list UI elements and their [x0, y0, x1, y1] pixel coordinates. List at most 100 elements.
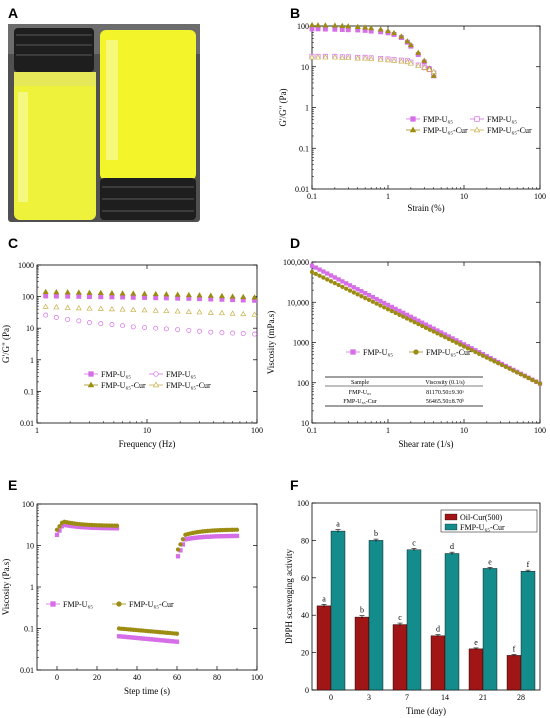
data-point: [359, 294, 364, 299]
data-point: [421, 57, 428, 63]
data-point: [351, 285, 356, 290]
data-point: [64, 304, 71, 310]
legend-marker: [473, 126, 481, 133]
x-tick-label: 0.1: [307, 192, 317, 201]
data-point: [390, 29, 398, 36]
data-point: [382, 305, 387, 310]
data-point: [377, 26, 384, 32]
data-point: [42, 303, 49, 309]
y-tick-label: 100,000: [283, 258, 309, 267]
data-point: [87, 294, 92, 300]
data-point: [313, 265, 318, 270]
y-tick-label: 40: [301, 611, 309, 620]
legend-box: [440, 509, 538, 533]
panel-f-chart: F 0 20 40 60 80 100 Time (day) DPPH scavenging a…: [284, 477, 541, 716]
data-point: [174, 631, 180, 636]
data-point: [339, 22, 346, 29]
data-point: [332, 26, 338, 32]
data-point: [163, 307, 170, 314]
bar: [430, 635, 446, 691]
data-point: [75, 289, 82, 295]
data-point: [86, 305, 93, 311]
data-point: [370, 299, 375, 304]
data-point: [344, 286, 349, 291]
data-point: [308, 54, 316, 60]
y-tick-label: 0.1: [299, 144, 309, 153]
y-axis-label: G'/G" (Pa): [1, 325, 11, 363]
data-point: [351, 290, 356, 295]
data-point: [407, 60, 414, 66]
significance-letter: c: [412, 538, 416, 547]
data-point: [488, 357, 493, 362]
data-point: [354, 55, 361, 61]
data-point: [130, 294, 136, 300]
legend-label: FMP-U₆₅: [363, 348, 393, 357]
data-point: [465, 346, 470, 351]
data-point: [534, 379, 539, 384]
data-point: [461, 344, 467, 349]
legend-marker: [410, 116, 416, 122]
data-point: [496, 361, 501, 366]
data-point: [152, 290, 159, 297]
y-tick-label: 60: [301, 574, 309, 583]
x-tick-label: 80: [213, 673, 221, 682]
data-point: [153, 295, 159, 301]
data-point: [518, 372, 524, 377]
x-tick-label: 28: [517, 693, 525, 702]
data-point: [384, 56, 392, 63]
y-axis-label: Viscosity (mPa.s): [266, 311, 276, 374]
data-point: [431, 329, 436, 334]
legend-marker: [116, 601, 122, 607]
data-point: [537, 381, 543, 386]
legend-label: Oil-Cur(500): [460, 513, 503, 522]
data-point: [397, 312, 402, 317]
table-header-viscosity: Viscosity (0.1/s): [425, 379, 464, 386]
data-point: [426, 66, 433, 72]
data-point: [53, 288, 60, 295]
data-point: [240, 293, 247, 300]
data-point: [185, 308, 192, 314]
x-tick-label: 21: [479, 693, 487, 702]
data-point: [109, 294, 115, 300]
data-point: [450, 338, 455, 343]
significance-letter: a: [322, 594, 326, 603]
data-point: [366, 297, 372, 303]
data-point: [442, 334, 448, 340]
plot-frame: [311, 502, 541, 691]
data-point: [185, 291, 192, 298]
data-point: [415, 62, 422, 68]
data-point: [322, 22, 329, 28]
y-tick-label: 1: [30, 356, 34, 365]
data-point: [174, 291, 181, 297]
significance-letter: f: [513, 644, 516, 653]
data-point: [174, 308, 181, 314]
legend-swatch: [444, 523, 458, 531]
legend-marker: [152, 381, 160, 388]
data-point: [174, 639, 180, 644]
data-point: [412, 316, 417, 321]
data-point: [252, 331, 257, 337]
data-point: [332, 275, 337, 280]
data-point: [515, 370, 520, 375]
viscosity-table: Sample Viscosity (0.1/s) FMP-U₆₅ 81170.50±9…: [325, 376, 483, 407]
legend-marker: [88, 371, 94, 377]
data-point: [197, 328, 202, 334]
data-point: [321, 275, 326, 280]
panel-c-chart: C 1 10 100 0.01 0.1 1 10 100 1000 Frequency (Hz) G'…: [1, 235, 263, 449]
table-cell-viscosity: 56465.50±8.70ᵇ: [426, 399, 464, 405]
vial-photo-icon: [8, 24, 200, 222]
legend-label: FMP-U₆₅: [423, 115, 453, 124]
data-point: [345, 54, 352, 60]
data-point: [175, 554, 181, 559]
data-point: [207, 292, 214, 298]
x-tick-label: 20: [93, 673, 101, 682]
data-point: [54, 532, 60, 538]
data-point: [368, 55, 375, 62]
data-point: [446, 336, 451, 342]
left-cap-ridge: [16, 54, 92, 56]
y-axis-label: G'/G" (Pa): [278, 88, 288, 126]
panel-label-d: D: [290, 235, 300, 251]
legend-label: FMP-U₆₅-Cur: [101, 381, 146, 390]
data-point: [108, 305, 115, 312]
y-tick-label: 100: [22, 293, 34, 302]
